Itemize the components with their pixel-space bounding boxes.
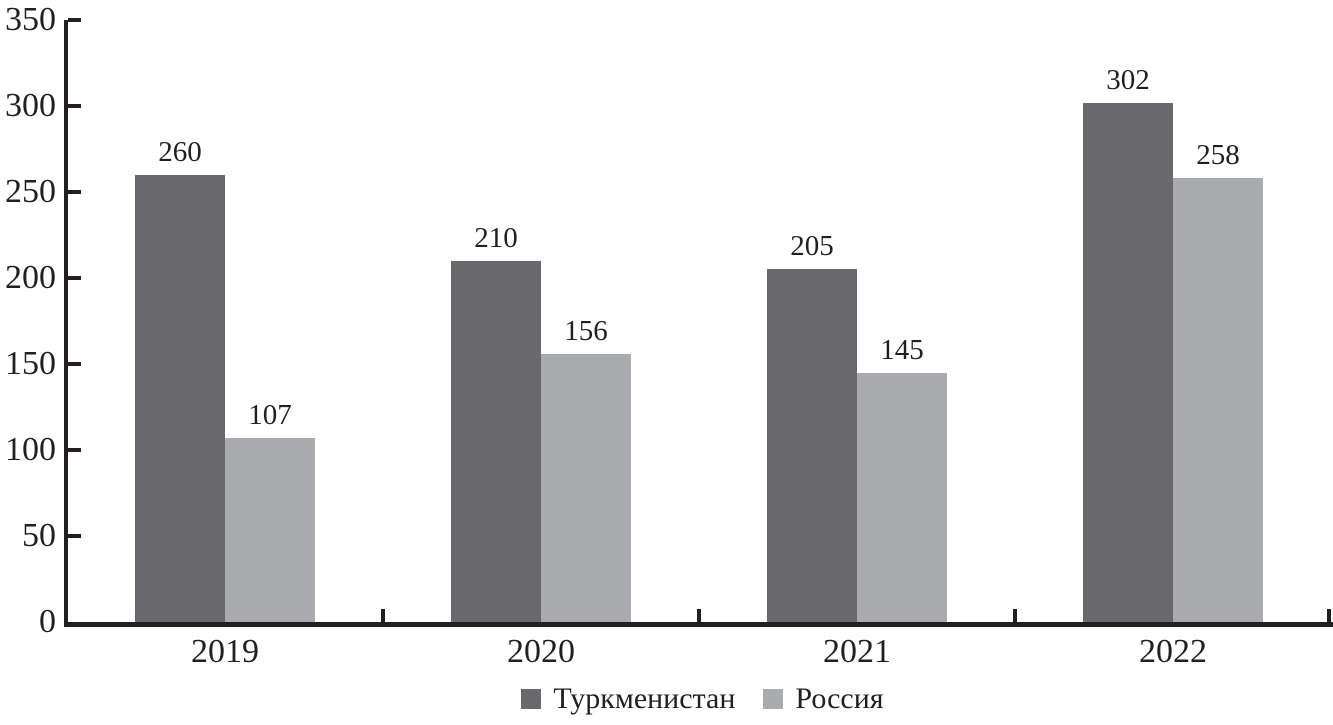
legend-label: Россия — [795, 682, 884, 715]
bar-value-label: 258 — [1196, 139, 1240, 172]
bar-series-1-2022 — [1173, 178, 1263, 622]
bar-value-label: 145 — [880, 333, 924, 366]
y-tick-label: 250 — [5, 173, 56, 210]
y-tick — [68, 104, 81, 108]
bar-series-0-2020 — [451, 260, 541, 622]
y-axis-line — [64, 20, 68, 627]
legend-item-1: Россия — [763, 682, 884, 716]
x-tick — [1327, 609, 1331, 622]
legend-swatch — [763, 689, 784, 709]
bar-value-label: 205 — [790, 230, 834, 263]
x-tick-label-2021: 2021 — [823, 633, 891, 670]
legend-item-0: Туркменистан — [521, 682, 735, 716]
y-tick-label: 200 — [5, 259, 56, 296]
y-tick — [68, 448, 81, 452]
legend-label: Туркменистан — [553, 682, 736, 715]
y-tick — [68, 18, 81, 22]
bar-value-label: 260 — [158, 135, 202, 168]
y-tick-label: 300 — [5, 87, 56, 124]
bar-value-label: 156 — [564, 314, 608, 347]
bar-series-0-2019 — [135, 174, 225, 622]
x-tick — [697, 609, 701, 622]
y-tick-label: 0 — [39, 603, 56, 640]
x-tick — [381, 609, 385, 622]
x-tick — [1013, 609, 1017, 622]
legend: Туркменистан Россия — [36, 682, 1333, 716]
x-tick-label-2019: 2019 — [191, 633, 259, 670]
bar-series-1-2020 — [541, 353, 631, 622]
bar-value-label: 107 — [248, 398, 292, 431]
y-tick — [68, 362, 81, 366]
bar-value-label: 302 — [1106, 63, 1150, 96]
x-tick-label-2020: 2020 — [507, 633, 575, 670]
x-tick-label-2022: 2022 — [1139, 633, 1207, 670]
y-tick-label: 350 — [5, 1, 56, 38]
bar-value-label: 210 — [474, 221, 518, 254]
bar-series-0-2021 — [767, 269, 857, 622]
y-tick-label: 50 — [22, 517, 56, 554]
y-tick — [68, 190, 81, 194]
y-tick — [68, 276, 81, 280]
legend-swatch — [521, 689, 542, 709]
y-tick-label: 150 — [5, 345, 56, 382]
y-tick-label: 100 — [5, 431, 56, 468]
x-axis-line — [64, 622, 1333, 627]
y-tick — [68, 534, 81, 538]
bar-series-1-2021 — [857, 372, 947, 622]
bar-series-0-2022 — [1083, 102, 1173, 622]
bar-series-1-2019 — [225, 437, 315, 622]
